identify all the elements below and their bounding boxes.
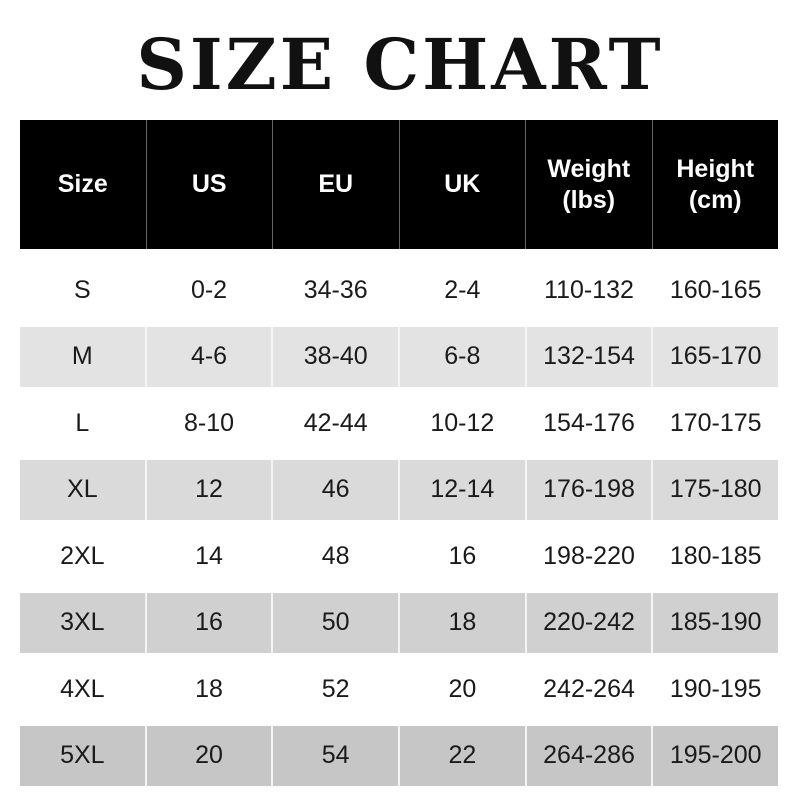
cell-uk: 20 [448,674,477,703]
cell-weight: 132-154 [524,327,652,387]
cell-size: M [71,342,93,371]
cell-weight: 198-220 [543,541,635,570]
cell-size: L [75,408,90,437]
cell-us: 12 [144,460,272,520]
table-row: 3XL 16 50 18 220-242 185-190 [20,590,778,657]
header-eu: EU [272,120,399,249]
cell-eu: 48 [321,541,350,570]
cell-height: 195-200 [651,726,778,786]
row-background: M 4-6 38-40 6-8 132-154 165-170 [20,327,778,387]
cell-size: S [73,275,91,304]
cell-us: 16 [144,593,272,653]
header-weight: Weight (lbs) [525,120,652,249]
table-body: S 0-2 34-36 2-4 110-132 160-165 M 4-6 38-40 6-8 13… [20,257,778,789]
row-background: S 0-2 34-36 2-4 110-132 160-165 [20,260,778,320]
cell-uk: 2-4 [444,275,481,304]
cell-height: 170-175 [669,408,762,437]
table-row: 4XL 18 52 20 242-264 190-195 [20,656,778,723]
cell-us: 0-2 [190,275,228,304]
cell-height: 185-190 [651,593,778,653]
cell-us: 8-10 [183,408,235,437]
cell-weight: 154-176 [543,408,635,437]
cell-eu: 38-40 [271,327,398,387]
cell-weight: 220-242 [524,593,652,653]
cell-size: 2XL [60,541,105,570]
cell-weight: 176-198 [524,460,652,520]
header-uk: UK [398,120,526,249]
table-row: M 4-6 38-40 6-8 132-154 165-170 [20,324,778,391]
cell-height: 175-180 [651,460,778,520]
cell-height: 160-165 [669,275,762,304]
cell-uk: 22 [398,726,525,786]
cell-us: 4-6 [144,327,272,387]
cell-uk: 10-12 [430,408,495,437]
cell-eu: 52 [321,674,350,703]
cell-eu: 54 [271,726,398,786]
cell-us: 18 [195,674,223,703]
table-header-row: Size US EU UK Weight (lbs) Height (cm) [20,120,778,249]
table-row: 5XL 20 54 22 264-286 195-200 [20,723,778,790]
table-row: L 8-10 42-44 10-12 154-176 170-175 [20,390,778,457]
cell-weight: 110-132 [544,275,634,304]
cell-eu: 50 [271,593,398,653]
cell-eu: 46 [271,460,398,520]
size-table: Size US EU UK Weight (lbs) Height (cm) S… [20,120,778,789]
cell-height: 190-195 [669,674,762,703]
cell-size: 5XL [60,741,105,770]
row-background: 3XL 16 50 18 220-242 185-190 [20,593,778,653]
cell-weight: 242-264 [543,674,635,703]
cell-height: 165-170 [651,327,778,387]
row-background: L 8-10 42-44 10-12 154-176 170-175 [20,393,778,453]
cell-uk: 16 [448,541,477,570]
header-size: Size [57,170,108,198]
cell-us: 14 [195,541,223,570]
cell-size: XL [67,475,98,504]
row-background: 4XL 18 52 20 242-264 190-195 [20,659,778,719]
cell-uk: 18 [398,593,525,653]
table-row: XL 12 46 12-14 176-198 175-180 [20,457,778,524]
header-height: Height (cm) [651,120,779,249]
cell-eu: 42-44 [303,408,368,437]
cell-size: 4XL [60,674,105,703]
cell-uk: 6-8 [398,327,525,387]
row-background: XL 12 46 12-14 176-198 175-180 [20,460,778,520]
cell-eu: 34-36 [303,275,368,304]
cell-height: 180-185 [669,541,762,570]
header-us: US [145,120,273,249]
table-row: 2XL 14 48 16 198-220 180-185 [20,523,778,590]
table-row: S 0-2 34-36 2-4 110-132 160-165 [20,257,778,324]
row-background: 5XL 20 54 22 264-286 195-200 [20,726,778,786]
cell-uk: 12-14 [398,460,525,520]
cell-size: 3XL [60,608,105,637]
cell-us: 20 [144,726,272,786]
row-background: 2XL 14 48 16 198-220 180-185 [20,526,778,586]
page-title: SIZE CHART [136,23,664,106]
cell-weight: 264-286 [524,726,652,786]
